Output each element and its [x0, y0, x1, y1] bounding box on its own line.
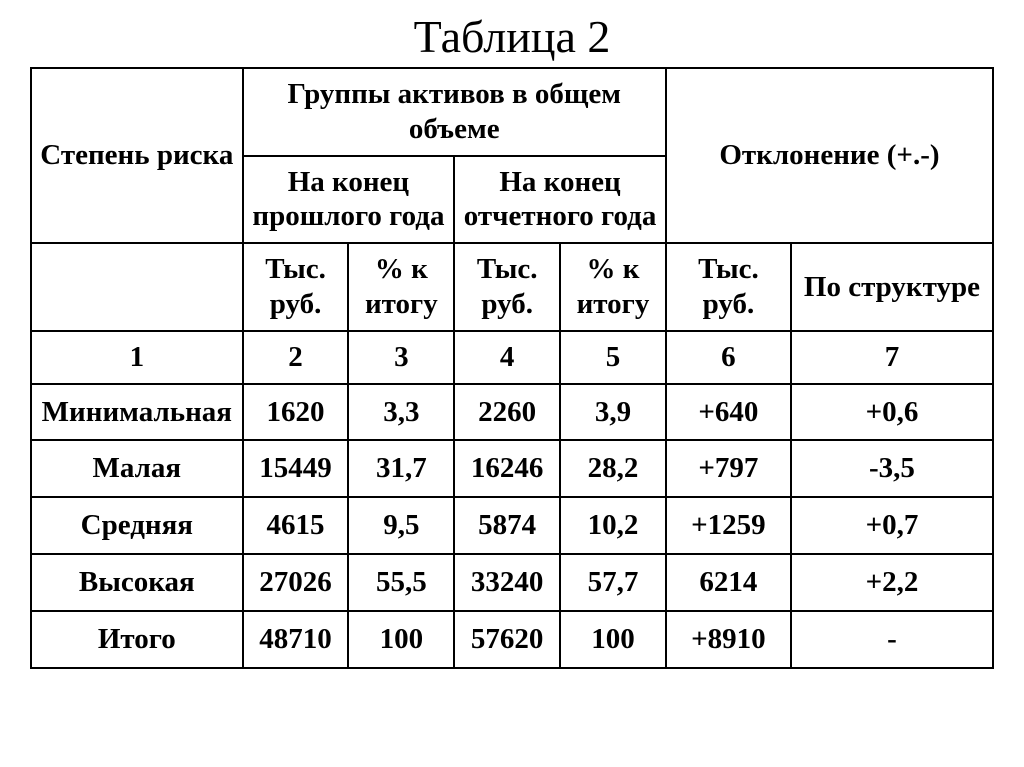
cell-value: 55,5: [348, 554, 454, 611]
colnum-3: 3: [348, 331, 454, 384]
cell-value: +0,7: [791, 497, 993, 554]
colnum-2: 2: [243, 331, 349, 384]
table-row: Малая 15449 31,7 16246 28,2 +797 -3,5: [31, 440, 993, 497]
cell-value: 27026: [243, 554, 349, 611]
cell-value: 57,7: [560, 554, 666, 611]
row-label: Средняя: [31, 497, 243, 554]
cell-value: 31,7: [348, 440, 454, 497]
cell-value: 6214: [666, 554, 791, 611]
row-label: Минимальная: [31, 384, 243, 441]
colnum-4: 4: [454, 331, 560, 384]
cell-value: 5874: [454, 497, 560, 554]
cell-value: -: [791, 611, 993, 668]
cell-value: 3,9: [560, 384, 666, 441]
cell-value: +640: [666, 384, 791, 441]
header-prev-pct: % к итогу: [348, 243, 454, 331]
colnum-1: 1: [31, 331, 243, 384]
cell-value: 100: [348, 611, 454, 668]
cell-value: 10,2: [560, 497, 666, 554]
header-deviation: Отклонение (+.-): [666, 68, 993, 243]
colnum-7: 7: [791, 331, 993, 384]
data-table: Степень риска Группы активов в общем объ…: [30, 67, 994, 669]
row-label: Итого: [31, 611, 243, 668]
cell-value: +0,6: [791, 384, 993, 441]
header-dev-rub: Тыс. руб.: [666, 243, 791, 331]
cell-value: 16246: [454, 440, 560, 497]
cell-value: 2260: [454, 384, 560, 441]
cell-value: 1620: [243, 384, 349, 441]
header-asset-groups: Группы активов в общем объеме: [243, 68, 666, 156]
header-report-year: На конец отчетного года: [454, 156, 666, 244]
cell-value: 33240: [454, 554, 560, 611]
table-row: Высокая 27026 55,5 33240 57,7 6214 +2,2: [31, 554, 993, 611]
cell-value: 4615: [243, 497, 349, 554]
cell-value: +8910: [666, 611, 791, 668]
table-row: Средняя 4615 9,5 5874 10,2 +1259 +0,7: [31, 497, 993, 554]
table-row-total: Итого 48710 100 57620 100 +8910 -: [31, 611, 993, 668]
header-rep-rub: Тыс. руб.: [454, 243, 560, 331]
table-title: Таблица 2: [30, 10, 994, 63]
header-prev-rub: Тыс. руб.: [243, 243, 349, 331]
colnum-6: 6: [666, 331, 791, 384]
header-blank: [31, 243, 243, 331]
colnum-5: 5: [560, 331, 666, 384]
column-number-row: 1 2 3 4 5 6 7: [31, 331, 993, 384]
cell-value: 9,5: [348, 497, 454, 554]
header-prev-year: На конец прошлого года: [243, 156, 455, 244]
cell-value: +797: [666, 440, 791, 497]
cell-value: 100: [560, 611, 666, 668]
cell-value: +2,2: [791, 554, 993, 611]
row-label: Малая: [31, 440, 243, 497]
table-row: Минимальная 1620 3,3 2260 3,9 +640 +0,6: [31, 384, 993, 441]
header-dev-struct: По структуре: [791, 243, 993, 331]
cell-value: 57620: [454, 611, 560, 668]
cell-value: 15449: [243, 440, 349, 497]
header-rep-pct: % к итогу: [560, 243, 666, 331]
cell-value: +1259: [666, 497, 791, 554]
header-row-3: Тыс. руб. % к итогу Тыс. руб. % к итогу …: [31, 243, 993, 331]
cell-value: -3,5: [791, 440, 993, 497]
row-label: Высокая: [31, 554, 243, 611]
header-risk-degree: Степень риска: [31, 68, 243, 243]
header-row-1: Степень риска Группы активов в общем объ…: [31, 68, 993, 156]
cell-value: 3,3: [348, 384, 454, 441]
cell-value: 28,2: [560, 440, 666, 497]
cell-value: 48710: [243, 611, 349, 668]
